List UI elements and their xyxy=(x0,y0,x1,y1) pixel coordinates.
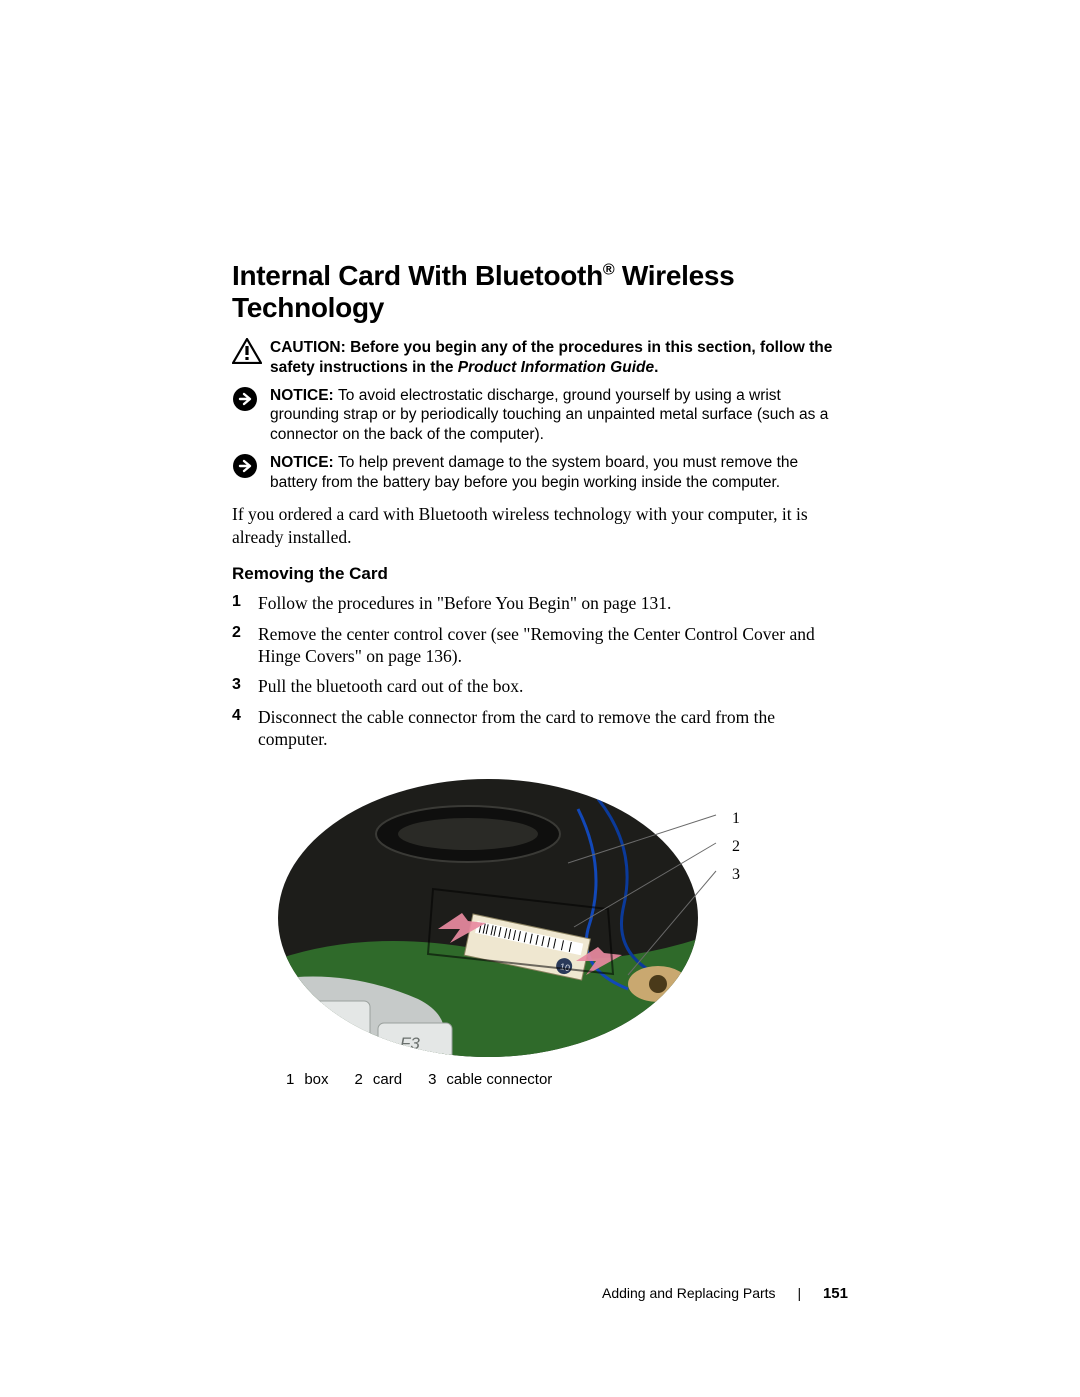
notice-label-2: NOTICE: xyxy=(270,454,338,471)
caution-text: CAUTION: Before you begin any of the pro… xyxy=(270,338,848,378)
callout-number: 2 xyxy=(732,833,740,861)
section-name: Adding and Replacing Parts xyxy=(602,1285,776,1301)
notice-body-1: To avoid electrostatic discharge, ground… xyxy=(270,387,828,444)
notice-text-2: NOTICE: To help prevent damage to the sy… xyxy=(270,453,848,493)
page-number: 151 xyxy=(823,1285,848,1302)
legend-label: card xyxy=(373,1071,402,1088)
legend-num: 1 xyxy=(286,1071,294,1088)
legend-label: box xyxy=(304,1071,328,1088)
title-pre: Internal Card With Bluetooth xyxy=(232,260,603,291)
step-text: Pull the bluetooth card out of the box. xyxy=(258,675,848,697)
legend-num: 3 xyxy=(428,1071,436,1088)
page-title: Internal Card With Bluetooth® Wireless T… xyxy=(232,260,848,324)
caution-label: CAUTION: xyxy=(270,339,350,356)
callout-number: 3 xyxy=(732,861,740,889)
notice-label-1: NOTICE: xyxy=(270,387,338,404)
svg-text:F2: F2 xyxy=(312,1016,332,1035)
step-text: Disconnect the cable connector from the … xyxy=(258,706,848,751)
caution-block: CAUTION: Before you begin any of the pro… xyxy=(232,338,848,378)
legend-item: 3 cable connector xyxy=(428,1071,552,1088)
notice-block-1: NOTICE: To avoid electrostatic discharge… xyxy=(232,386,848,445)
list-item: 1Follow the procedures in "Before You Be… xyxy=(232,592,848,614)
page-footer: Adding and Replacing Parts | 151 xyxy=(0,1285,1080,1302)
legend-item: 2 card xyxy=(355,1071,403,1088)
step-text: Follow the procedures in "Before You Beg… xyxy=(258,592,848,614)
notice-text-1: NOTICE: To avoid electrostatic discharge… xyxy=(270,386,848,445)
step-number: 1 xyxy=(232,592,258,612)
notice-body-2: To help prevent damage to the system boa… xyxy=(270,454,798,491)
list-item: 3Pull the bluetooth card out of the box. xyxy=(232,675,848,697)
step-list: 1Follow the procedures in "Before You Be… xyxy=(232,592,848,750)
callout-number: 1 xyxy=(732,805,740,833)
legend-num: 2 xyxy=(355,1071,363,1088)
footer-separator: | xyxy=(797,1285,801,1301)
caution-after: . xyxy=(654,359,658,376)
legend-item: 1 box xyxy=(286,1071,329,1088)
figure-legend: 1 box 2 card 3 cable connector xyxy=(286,1071,848,1088)
body-paragraph: If you ordered a card with Bluetooth wir… xyxy=(232,503,848,549)
notice-icon xyxy=(232,386,258,412)
list-item: 2Remove the center control cover (see "R… xyxy=(232,623,848,668)
step-number: 4 xyxy=(232,706,258,726)
legend-label: cable connector xyxy=(446,1071,552,1088)
step-number: 3 xyxy=(232,675,258,695)
svg-text:F3: F3 xyxy=(400,1034,420,1053)
figure: F2 F3 10 xyxy=(232,779,848,1088)
registered-mark: ® xyxy=(603,262,615,279)
caution-icon xyxy=(232,338,262,364)
caution-italic: Product Information Guide xyxy=(458,359,654,376)
notice-icon xyxy=(232,453,258,479)
step-text: Remove the center control cover (see "Re… xyxy=(258,623,848,668)
list-item: 4Disconnect the cable connector from the… xyxy=(232,706,848,751)
hardware-photo: F2 F3 10 xyxy=(278,779,718,1057)
figure-callouts: 1 2 3 xyxy=(732,805,740,889)
notice-block-2: NOTICE: To help prevent damage to the sy… xyxy=(232,453,848,493)
step-number: 2 xyxy=(232,623,258,643)
svg-text:10: 10 xyxy=(559,961,571,973)
document-page: Internal Card With Bluetooth® Wireless T… xyxy=(0,0,1080,1397)
subheading: Removing the Card xyxy=(232,564,848,584)
